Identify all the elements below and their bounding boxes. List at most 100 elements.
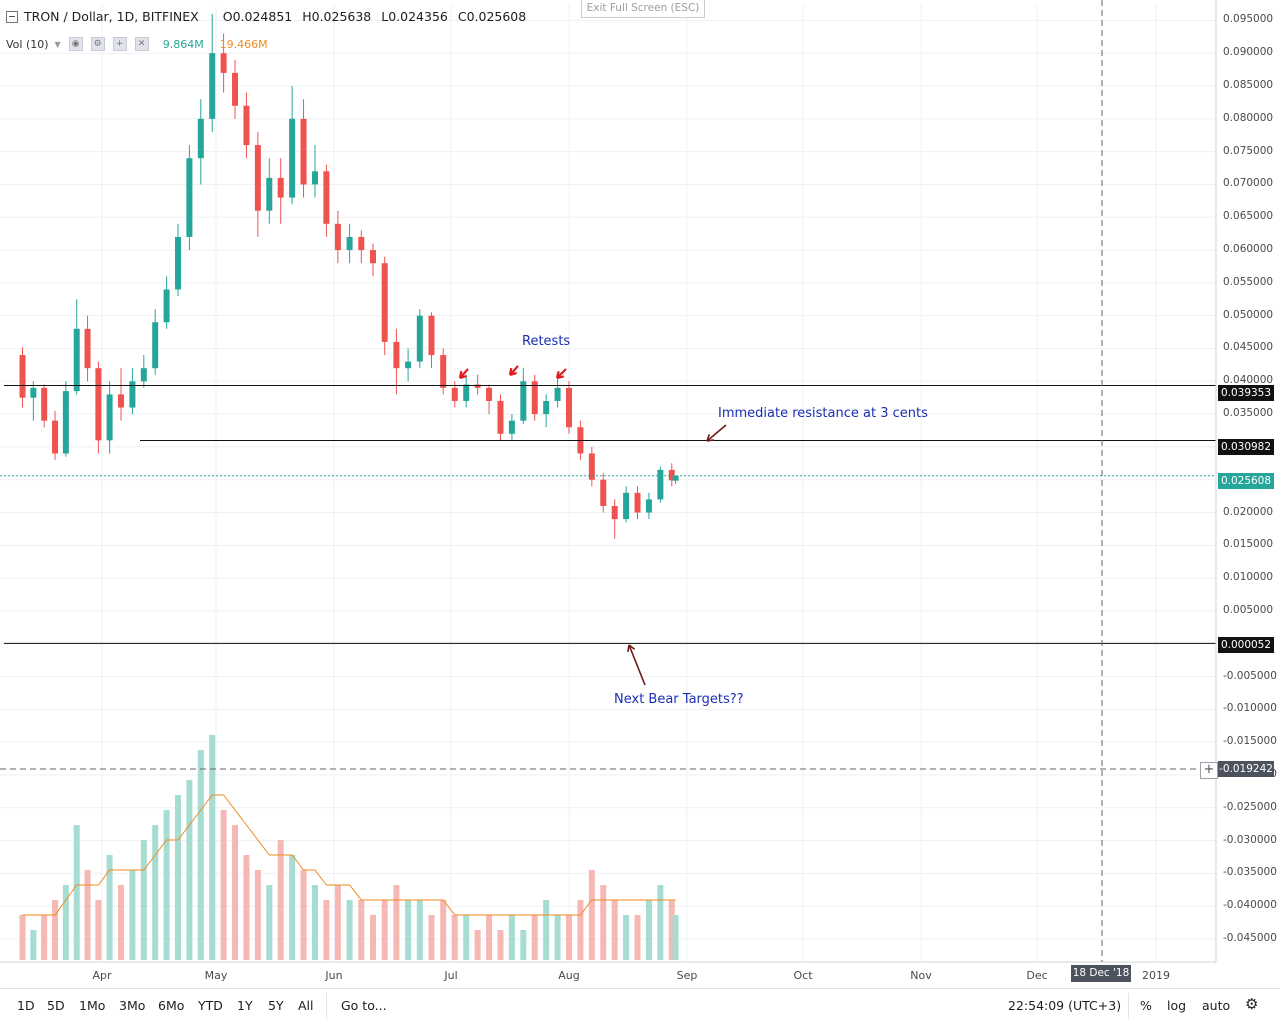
timeframe-ytd-button[interactable]: YTD bbox=[198, 998, 223, 1013]
timeframe-6mo-button[interactable]: 6Mo bbox=[158, 998, 185, 1013]
volume-bar bbox=[232, 825, 239, 960]
candle-body bbox=[163, 289, 170, 323]
candle bbox=[657, 466, 664, 503]
candle bbox=[84, 315, 91, 382]
timeframe-1y-button[interactable]: 1Y bbox=[237, 998, 253, 1013]
candle bbox=[634, 486, 641, 520]
close-icon[interactable]: ✕ bbox=[134, 37, 149, 51]
eye-icon[interactable]: ◉ bbox=[68, 37, 83, 51]
time-axis-tick: Apr bbox=[92, 969, 112, 982]
percent-scale-button[interactable]: % bbox=[1140, 998, 1152, 1013]
timeframe-all-button[interactable]: All bbox=[298, 998, 314, 1013]
candle-body bbox=[497, 400, 504, 434]
volume-bar bbox=[405, 900, 412, 960]
candle bbox=[41, 384, 48, 428]
timeframe-5y-button[interactable]: 5Y bbox=[268, 998, 284, 1013]
candle-body bbox=[209, 53, 216, 119]
collapse-legend-icon[interactable] bbox=[6, 10, 18, 23]
bear-target-arrow[interactable] bbox=[627, 644, 646, 686]
volume-bar bbox=[41, 915, 48, 960]
candle-body bbox=[95, 368, 102, 441]
volume-bar bbox=[543, 900, 550, 960]
add-alert-plus-icon[interactable]: + bbox=[1200, 762, 1218, 779]
candle bbox=[289, 86, 296, 205]
price-axis-tick: 0.015000 bbox=[1223, 538, 1274, 551]
candle-body bbox=[600, 479, 607, 506]
candle bbox=[323, 164, 330, 237]
volume-ma-value: 19.466M bbox=[219, 37, 268, 51]
time-axis-tick: May bbox=[204, 969, 228, 982]
candle-body bbox=[623, 492, 630, 520]
candle-body bbox=[300, 118, 307, 185]
candle-body bbox=[554, 387, 561, 401]
volume-bar bbox=[668, 900, 675, 960]
symbol-legend: TRON / Dollar, 1D, BITFINEX O0.024851 H0… bbox=[6, 9, 532, 24]
volume-bar bbox=[118, 885, 124, 960]
candle bbox=[95, 361, 102, 454]
level-price-tag: 0.030982 bbox=[1218, 439, 1274, 455]
volume-bar bbox=[588, 870, 595, 960]
timeframe-5d-button[interactable]: 5D bbox=[47, 998, 65, 1013]
time-axis-tick: Sep bbox=[676, 969, 698, 982]
candle-body bbox=[657, 469, 664, 500]
retest-arrow-1[interactable] bbox=[458, 368, 469, 380]
volume-bar bbox=[520, 930, 527, 960]
crosshair-price-tag: -0.019242 bbox=[1218, 761, 1274, 777]
volume-bar bbox=[243, 855, 250, 960]
plus-icon[interactable]: + bbox=[112, 37, 127, 51]
candle-body bbox=[152, 322, 159, 369]
gear-icon[interactable]: ⚙ bbox=[90, 37, 105, 51]
volume-bar bbox=[52, 900, 59, 960]
exit-fullscreen-button[interactable]: Exit Full Screen (ESC) bbox=[581, 0, 705, 18]
candle bbox=[520, 368, 527, 424]
volume-bar bbox=[508, 915, 515, 960]
volume-bar bbox=[152, 825, 159, 960]
candle-body bbox=[440, 355, 447, 388]
volume-dropdown-icon[interactable]: ▼ bbox=[54, 39, 61, 49]
price-axis-tick: -0.045000 bbox=[1223, 932, 1277, 945]
candle bbox=[554, 374, 561, 408]
volume-bar bbox=[645, 900, 652, 960]
timeframe-1d-button[interactable]: 1D bbox=[17, 998, 35, 1013]
price-axis-tick: -0.040000 bbox=[1223, 899, 1277, 912]
annotation-retests: Retests bbox=[522, 334, 571, 349]
retest-arrow-2[interactable] bbox=[508, 365, 519, 377]
retest-arrow-3[interactable] bbox=[555, 368, 567, 380]
candle-body bbox=[30, 387, 37, 398]
timeframe-3mo-button[interactable]: 3Mo bbox=[119, 998, 146, 1013]
volume-bar bbox=[84, 870, 91, 960]
candle bbox=[254, 131, 261, 237]
clock-timezone[interactable]: 22:54:09 (UTC+3) bbox=[1008, 998, 1122, 1013]
volume-bar bbox=[428, 915, 435, 960]
volume-ma-line bbox=[22, 794, 676, 916]
candle bbox=[300, 99, 307, 198]
gear-icon[interactable]: ⚙ bbox=[1245, 995, 1259, 1013]
price-axis-tick: 0.045000 bbox=[1223, 341, 1274, 354]
candle-body bbox=[277, 177, 284, 198]
candle bbox=[358, 230, 365, 264]
log-scale-button[interactable]: log bbox=[1167, 998, 1187, 1013]
candle-body bbox=[19, 355, 26, 398]
candle-body bbox=[405, 361, 412, 369]
timeframe-1mo-button[interactable]: 1Mo bbox=[79, 998, 106, 1013]
candle bbox=[440, 348, 447, 395]
volume-legend: Vol (10) ▼ ◉ ⚙ + ✕ 9.864M 19.466M bbox=[6, 37, 268, 51]
low-value: L0.024356 bbox=[381, 9, 448, 24]
volume-bar bbox=[566, 915, 572, 960]
price-axis-tick: 0.020000 bbox=[1223, 505, 1274, 518]
goto-button[interactable]: Go to... bbox=[341, 998, 387, 1013]
candle-body bbox=[520, 381, 527, 421]
candle-body bbox=[393, 341, 400, 369]
annotation-bear-targets: Next Bear Targets?? bbox=[614, 692, 744, 707]
auto-scale-button[interactable]: auto bbox=[1202, 998, 1231, 1013]
annotation-resistance: Immediate resistance at 3 cents bbox=[718, 406, 928, 421]
volume-bar bbox=[209, 735, 216, 960]
resistance-arrow[interactable] bbox=[706, 424, 727, 442]
volume-bar bbox=[73, 825, 80, 960]
volume-bar bbox=[416, 900, 423, 960]
volume-bar bbox=[554, 915, 561, 960]
volume-bar bbox=[346, 900, 353, 960]
volume-label[interactable]: Vol (10) bbox=[6, 37, 49, 51]
candle-body bbox=[197, 118, 204, 159]
